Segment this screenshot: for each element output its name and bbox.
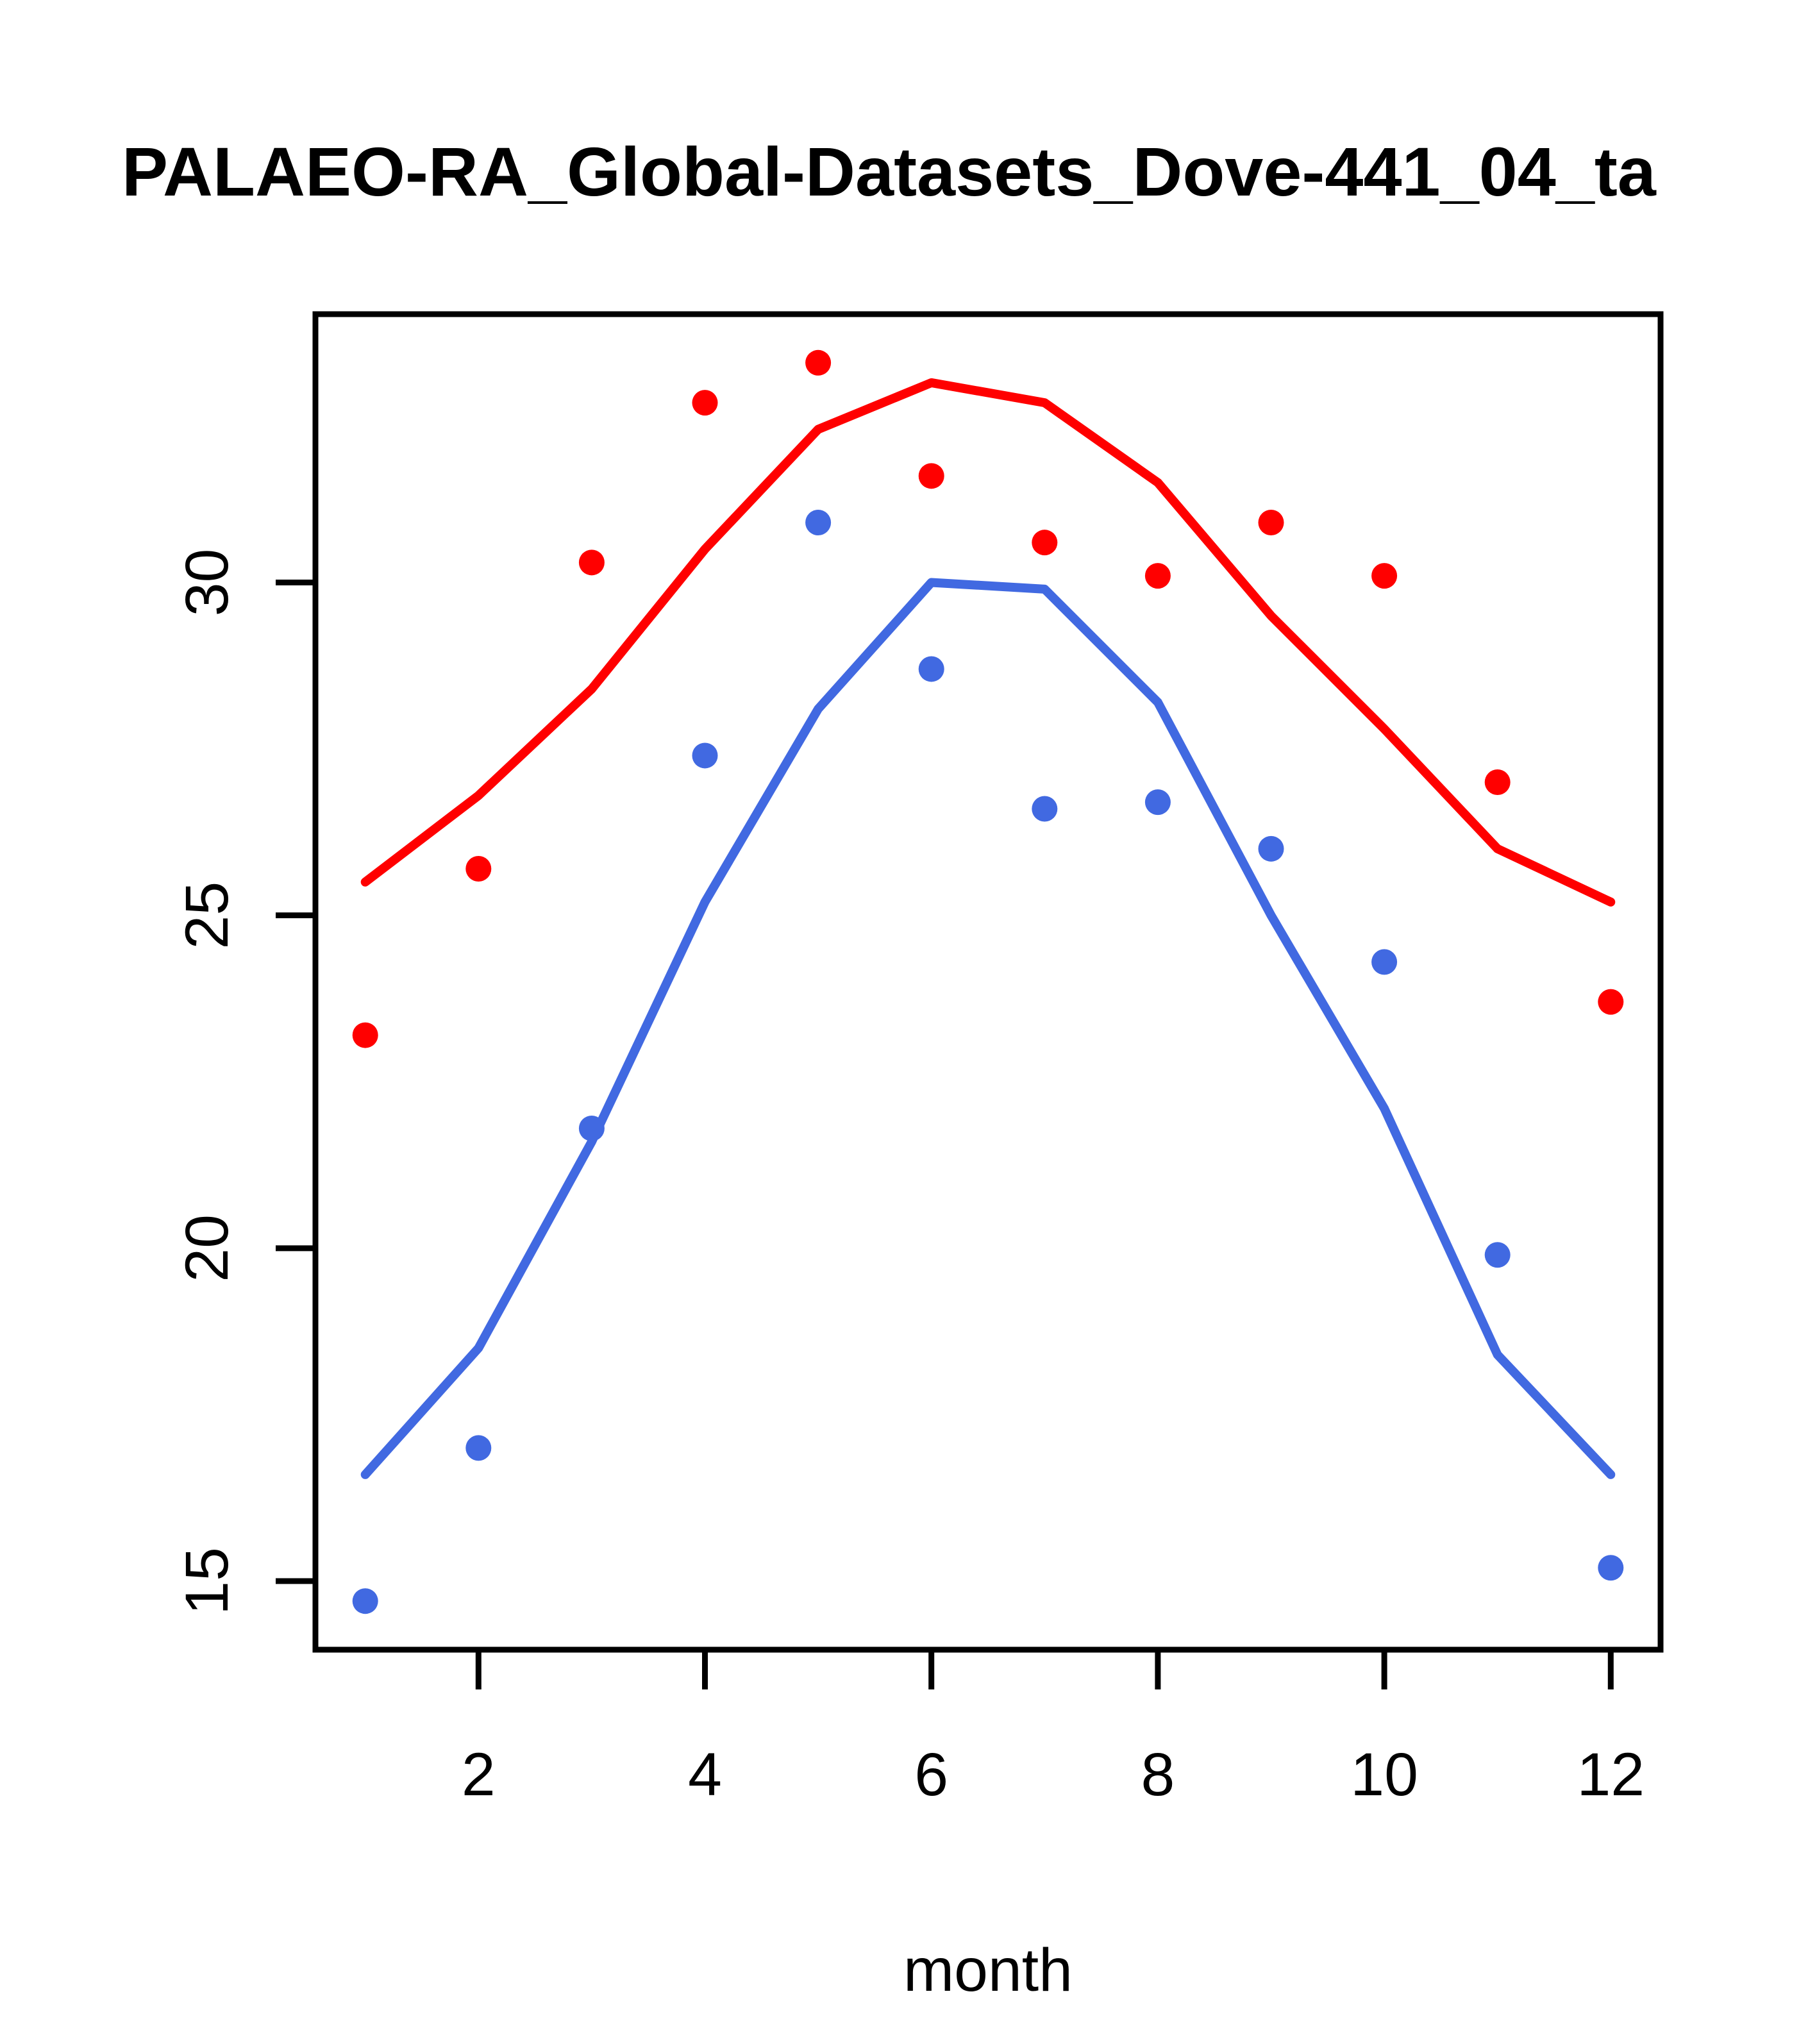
blue-points-marker bbox=[692, 742, 718, 769]
blue-points-marker bbox=[465, 1435, 492, 1461]
x-tick-label: 12 bbox=[1577, 1741, 1645, 1809]
x-tick-label: 10 bbox=[1350, 1741, 1418, 1809]
red-points-marker bbox=[918, 463, 944, 489]
blue-points-marker bbox=[1598, 1555, 1624, 1581]
x-tick-label: 6 bbox=[914, 1741, 948, 1809]
blue-points-marker bbox=[578, 1115, 605, 1141]
blue-points-marker bbox=[1144, 789, 1171, 816]
blue-points-marker bbox=[1032, 796, 1058, 822]
series-layer bbox=[352, 349, 1624, 1614]
red-points-marker bbox=[352, 1022, 378, 1048]
blue-points-marker bbox=[918, 656, 944, 682]
y-tick-label: 20 bbox=[173, 1214, 241, 1282]
red-points-marker bbox=[1144, 563, 1171, 589]
x-tick-label: 4 bbox=[688, 1741, 722, 1809]
blue-points-marker bbox=[352, 1588, 378, 1614]
x-axis: 2 4 6 8 10 12 bbox=[462, 1650, 1645, 1809]
x-tick-label: 2 bbox=[462, 1741, 496, 1809]
red-points-marker bbox=[1371, 563, 1398, 589]
blue-line bbox=[360, 578, 1616, 1479]
red-points-marker bbox=[805, 349, 832, 376]
x-tick-label: 8 bbox=[1141, 1741, 1175, 1809]
red-points-marker bbox=[465, 855, 492, 882]
red-points-marker bbox=[1032, 530, 1058, 556]
plot-box bbox=[312, 311, 1664, 1653]
red-points-marker bbox=[578, 549, 605, 576]
blue-points-marker bbox=[1258, 835, 1284, 862]
red-points-marker bbox=[1598, 989, 1624, 1015]
y-tick-label: 30 bbox=[173, 549, 241, 617]
y-tick-label: 25 bbox=[173, 882, 241, 950]
chart-title: PALAEO-RA_Global-Datasets_Dove-441_04_ta bbox=[122, 133, 1657, 210]
blue-points-marker bbox=[805, 510, 832, 536]
blue-points-marker bbox=[1484, 1242, 1511, 1268]
y-tick-label: 15 bbox=[173, 1547, 241, 1615]
y-axis: 15 20 25 30 bbox=[173, 549, 315, 1615]
blue-points-marker bbox=[1371, 949, 1398, 975]
red-points-marker bbox=[1484, 769, 1511, 795]
red-points-marker bbox=[1258, 510, 1284, 536]
red-points-marker bbox=[692, 390, 718, 416]
x-axis-title: month bbox=[903, 1936, 1073, 2004]
red-line bbox=[360, 378, 1616, 907]
